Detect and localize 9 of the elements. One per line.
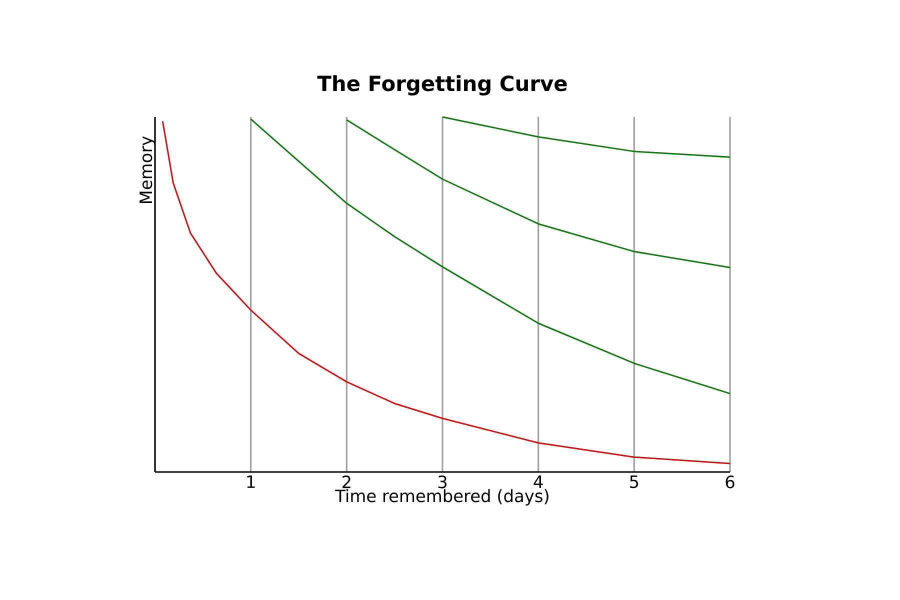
x-axis-title: Time remembered (days)	[335, 489, 548, 506]
y-axis-title: Memory	[140, 136, 156, 204]
x-tick-label: 6	[726, 476, 734, 488]
x-tick-label: 2	[342, 476, 350, 488]
x-tick-label: 3	[438, 476, 447, 488]
x-tick-label: 1	[247, 476, 255, 488]
x-tick-label: 5	[630, 476, 638, 488]
chart-title: The Forgetting Curve	[317, 75, 567, 96]
x-tick-label: 4	[534, 476, 543, 488]
